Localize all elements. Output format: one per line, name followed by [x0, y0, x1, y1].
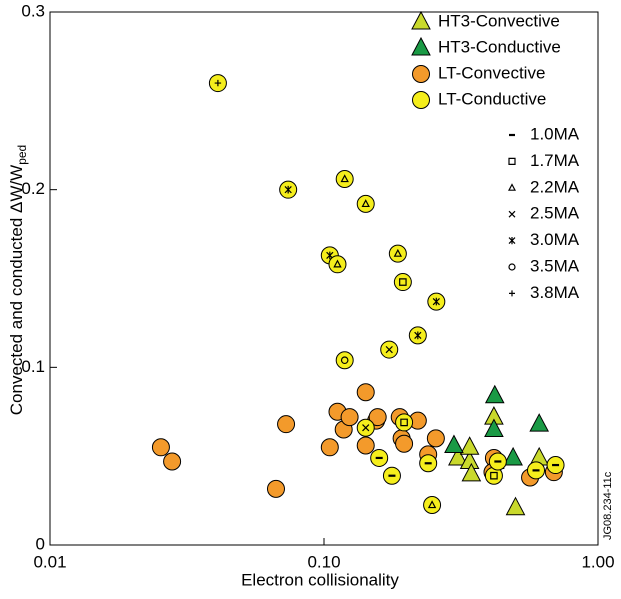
legend-current-label: 2.5MA	[530, 204, 580, 223]
legend-current-symbol	[508, 237, 516, 245]
point	[484, 384, 505, 404]
current-symbol	[414, 331, 422, 340]
point	[388, 244, 407, 263]
point	[320, 438, 339, 457]
figure-id: JG08.234-11c	[602, 471, 614, 540]
point	[328, 255, 347, 274]
legend-current-label: 1.0MA	[530, 124, 580, 143]
x-axis-label: Electron collisionality	[241, 570, 399, 589]
legend-current-label: 3.8MA	[530, 283, 580, 302]
legend-label: LT-Convective	[438, 63, 545, 82]
legend-label: LT-Conductive	[438, 89, 546, 108]
legend-current-label: 3.5MA	[530, 256, 580, 275]
point	[448, 446, 468, 466]
y-axis-label: Convected and conducted ΔW/Wped	[7, 145, 29, 415]
y-tick-label: 0.3	[21, 1, 45, 20]
point	[277, 415, 296, 434]
legend-current-label: 2.2MA	[530, 177, 580, 196]
point	[505, 496, 526, 516]
legend-label: HT3-Conductive	[438, 37, 561, 56]
point	[395, 434, 414, 453]
x-tick-label: 0.10	[307, 552, 340, 571]
point	[503, 446, 523, 466]
current-symbol	[214, 79, 222, 87]
point	[356, 436, 375, 455]
x-tick-label: 1.00	[581, 552, 614, 571]
current-symbol	[362, 424, 370, 432]
current-symbol	[385, 345, 393, 354]
point	[423, 496, 442, 515]
point	[395, 413, 414, 432]
current-symbol	[432, 297, 440, 306]
current-symbol	[427, 500, 437, 509]
point	[484, 418, 504, 438]
point	[356, 194, 375, 213]
point	[393, 273, 412, 292]
point	[340, 408, 359, 427]
legend-current-symbol	[508, 183, 516, 191]
legend-current-symbol	[508, 157, 516, 165]
current-symbol	[333, 259, 342, 268]
current-symbol	[340, 174, 349, 183]
legend-marker	[411, 36, 431, 56]
point	[461, 462, 482, 482]
legend-current-label: 1.7MA	[530, 151, 580, 170]
y-tick-label: 0.2	[21, 179, 45, 198]
point	[444, 434, 464, 454]
y-tick-label: 0.1	[21, 357, 45, 376]
legend-current-symbol	[509, 290, 515, 297]
current-symbol	[399, 278, 407, 286]
current-symbol	[400, 418, 408, 427]
point	[368, 408, 387, 427]
point	[163, 452, 182, 471]
y-tick-label: 0	[36, 534, 45, 553]
point	[335, 351, 354, 370]
current-symbol	[361, 199, 370, 208]
y-axis-label-main: Convected and conducted ΔW/W	[7, 165, 26, 415]
legend-label: HT3-Convective	[438, 11, 560, 30]
legend-current-label: 3.0MA	[530, 230, 580, 249]
legend-current-symbol	[508, 263, 516, 271]
legend-marker	[411, 10, 431, 30]
y-axis-label-sub: ped	[15, 145, 29, 165]
legend-marker	[412, 65, 430, 83]
current-symbol	[490, 471, 498, 480]
current-symbol	[284, 185, 292, 194]
current-symbol	[340, 356, 349, 364]
point	[335, 170, 354, 189]
current-symbol	[393, 248, 403, 257]
x-tick-label: 0.01	[33, 552, 66, 571]
point	[529, 413, 550, 432]
point	[459, 436, 480, 455]
point	[266, 479, 285, 498]
point	[426, 429, 445, 448]
point	[356, 383, 375, 402]
point	[151, 438, 170, 457]
legend-current-symbol	[508, 210, 516, 218]
legend-marker	[412, 91, 430, 109]
